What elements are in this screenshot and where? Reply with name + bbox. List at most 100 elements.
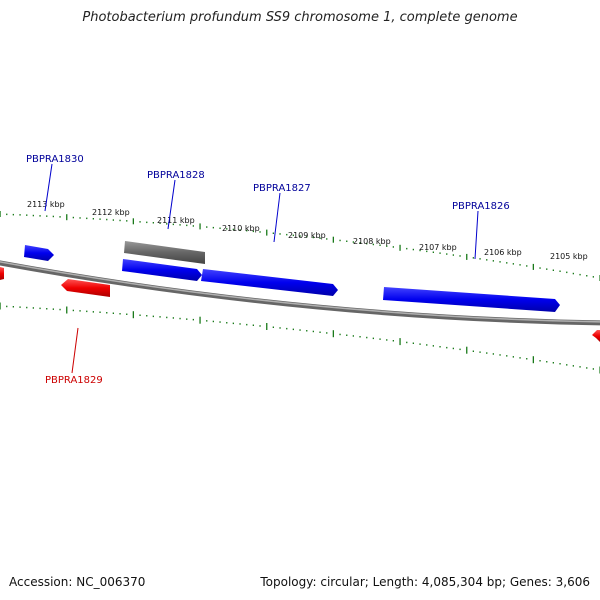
minor-tick xyxy=(559,363,561,365)
minor-tick xyxy=(412,342,414,344)
minor-tick xyxy=(426,344,428,346)
minor-tick xyxy=(346,240,348,242)
gene-pbpra1829[interactable] xyxy=(61,279,110,297)
minor-tick xyxy=(146,221,148,224)
minor-tick xyxy=(212,226,214,229)
minor-tick xyxy=(592,276,594,278)
minor-tick xyxy=(432,345,434,347)
minor-tick xyxy=(92,311,94,313)
minor-tick xyxy=(272,232,274,234)
minor-tick xyxy=(286,233,288,236)
minor-tick xyxy=(152,315,154,318)
minor-tick xyxy=(59,308,61,311)
minor-tick xyxy=(139,221,141,223)
leader-pbpra1828 xyxy=(167,179,176,230)
minor-tick xyxy=(579,273,581,276)
minor-tick xyxy=(259,325,261,327)
minor-tick xyxy=(172,223,174,226)
minor-tick xyxy=(566,271,568,274)
minor-tick xyxy=(319,237,321,239)
minor-tick xyxy=(39,307,41,310)
label-leaders xyxy=(44,163,479,374)
major-tick xyxy=(532,356,534,364)
major-tick xyxy=(399,244,401,251)
minor-tick xyxy=(386,339,388,341)
gene-pbpra1826[interactable] xyxy=(383,287,560,312)
minor-tick xyxy=(586,367,588,369)
minor-tick xyxy=(72,309,74,312)
minor-tick xyxy=(279,327,281,329)
minor-tick xyxy=(232,322,234,325)
minor-tick xyxy=(299,235,301,237)
leader-pbpra1829 xyxy=(71,327,79,374)
label-pbpra1826[interactable]: PBPRA1826 xyxy=(452,201,510,212)
major-tick xyxy=(66,306,68,314)
minor-tick xyxy=(326,332,328,334)
gene-pbpra1828[interactable] xyxy=(122,259,202,281)
minor-tick xyxy=(572,365,574,367)
minor-tick xyxy=(499,354,501,356)
minor-tick xyxy=(586,275,588,277)
minor-tick xyxy=(46,215,48,217)
minor-tick xyxy=(286,327,288,330)
minor-tick xyxy=(479,258,481,260)
minor-tick xyxy=(6,305,8,308)
minor-tick xyxy=(252,324,254,326)
gene-right-edge[interactable] xyxy=(592,330,600,342)
minor-tick xyxy=(226,322,228,324)
kbp-label-2111: 2111 kbp xyxy=(157,216,195,225)
minor-tick xyxy=(292,328,294,331)
minor-tick xyxy=(39,215,41,217)
minor-tick xyxy=(206,226,208,228)
major-tick xyxy=(399,338,401,346)
minor-tick xyxy=(459,255,461,257)
minor-tick xyxy=(559,270,561,272)
minor-tick xyxy=(472,350,474,352)
minor-tick xyxy=(126,220,128,222)
major-tick xyxy=(266,229,268,236)
minor-tick xyxy=(459,348,461,351)
minor-tick xyxy=(359,242,361,244)
minor-tick xyxy=(326,238,328,240)
minor-tick xyxy=(192,318,194,321)
minor-tick xyxy=(479,351,481,353)
label-pbpra1827[interactable]: PBPRA1827 xyxy=(253,183,311,194)
minor-tick xyxy=(299,329,301,331)
minor-tick xyxy=(279,233,281,235)
gene-pbpra1827[interactable] xyxy=(201,269,338,296)
label-pbpra1828[interactable]: PBPRA1828 xyxy=(147,170,205,181)
major-tick xyxy=(199,316,201,324)
minor-tick xyxy=(346,334,348,336)
minor-tick xyxy=(106,312,108,314)
major-tick xyxy=(66,214,68,221)
minor-tick xyxy=(219,227,221,229)
leader-pbpra1826 xyxy=(474,210,479,260)
minor-tick xyxy=(119,219,121,222)
minor-tick xyxy=(292,234,294,237)
minor-tick xyxy=(352,241,354,243)
kbp-label-2112: 2112 kbp xyxy=(92,208,130,217)
feature-gray[interactable] xyxy=(124,241,205,264)
leader-pbpra1827 xyxy=(273,192,281,243)
minor-tick xyxy=(412,248,414,251)
minor-tick xyxy=(366,242,368,245)
major-tick xyxy=(132,311,134,319)
minor-tick xyxy=(406,247,408,250)
minor-tick xyxy=(186,224,188,227)
minor-tick xyxy=(432,251,434,253)
minor-tick xyxy=(386,245,388,247)
gene-pbpra1830[interactable] xyxy=(24,245,54,261)
minor-tick xyxy=(126,313,128,315)
minor-tick xyxy=(546,361,548,363)
minor-tick xyxy=(232,228,234,231)
chromosome-backbone-highlight xyxy=(0,261,600,323)
gene-left-edge[interactable] xyxy=(0,267,4,280)
kbp-label-2107: 2107 kbp xyxy=(419,243,457,252)
label-pbpra1830[interactable]: PBPRA1830 xyxy=(26,154,84,165)
minor-tick xyxy=(339,239,341,242)
minor-tick xyxy=(446,253,448,255)
minor-tick xyxy=(552,362,554,364)
label-pbpra1829[interactable]: PBPRA1829 xyxy=(45,375,103,386)
minor-tick xyxy=(26,306,28,309)
minor-tick xyxy=(492,353,494,355)
